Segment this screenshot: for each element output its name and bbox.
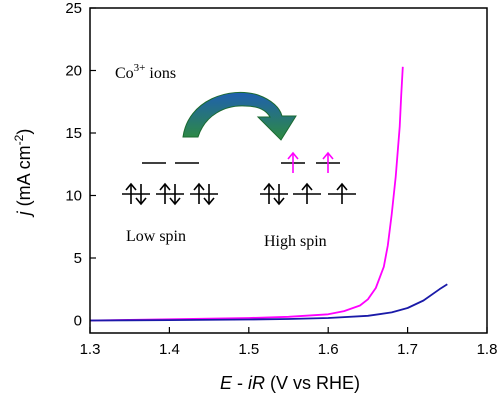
spin-down-arrow-icon xyxy=(203,184,215,206)
y-axis-title-unit: (mA cm xyxy=(14,145,34,211)
spin-state-inset: Co3+ ions Low spin High xyxy=(115,62,356,250)
high-spin-label: High spin xyxy=(264,233,327,250)
y-tick-label: 20 xyxy=(65,63,82,80)
spin-down-arrow-icon xyxy=(273,184,285,206)
spin-up-arrow-icon xyxy=(159,182,171,204)
curved-arrow-icon xyxy=(182,91,297,141)
x-axis-title-dash: - xyxy=(232,373,248,393)
ion-label: Co3+ ions xyxy=(115,62,176,82)
x-tick-label: 1.8 xyxy=(477,341,498,358)
spin-up-arrow-icon xyxy=(125,182,137,204)
spin-up-arrow-icon xyxy=(287,151,299,173)
y-tick-label: 5 xyxy=(74,250,82,267)
y-axis-title: j (mA cm-2) xyxy=(12,129,34,219)
series-line-2 xyxy=(89,283,448,322)
series-layer xyxy=(89,66,448,322)
spin-up-arrow-icon xyxy=(193,182,205,204)
low-spin-diagram xyxy=(122,162,218,206)
ion-charge: 3+ xyxy=(134,62,146,74)
y-axis-title-exponent: -2 xyxy=(12,134,26,145)
x-tick-label: 1.4 xyxy=(159,341,180,358)
spin-up-arrow-icon xyxy=(301,182,313,204)
ion-suffix: ions xyxy=(145,65,176,82)
spin-down-arrow-icon xyxy=(135,184,147,206)
paired-electrons xyxy=(125,182,215,206)
high-spin-diagram xyxy=(260,151,356,206)
x-tick-label: 1.3 xyxy=(80,341,101,358)
plot-frame xyxy=(89,7,488,334)
x-tick-label: 1.5 xyxy=(238,341,259,358)
x-axis-title-symbol2: iR xyxy=(248,373,265,393)
x-tick-label: 1.6 xyxy=(318,341,339,358)
series-line-1 xyxy=(89,66,404,322)
x-axis-title-symbol: E xyxy=(220,373,233,393)
y-axis-title-symbol: j xyxy=(14,210,34,218)
x-axis-title: E - iR (V vs RHE) xyxy=(220,373,360,393)
y-tick-label: 10 xyxy=(65,188,82,205)
y-tick-label: 0 xyxy=(74,313,82,330)
tick-layer: 1.3 1.4 1.5 1.6 1.7 1.8 0 5 10 15 20 25 xyxy=(65,0,497,358)
y-tick-label: 25 xyxy=(65,0,82,17)
spin-up-arrow-icon xyxy=(336,182,348,204)
spin-down-arrow-icon xyxy=(169,184,181,206)
y-tick-label: 15 xyxy=(65,125,82,142)
x-tick-label: 1.7 xyxy=(397,341,418,358)
x-axis-title-unit: (V vs RHE) xyxy=(265,373,360,393)
ion-symbol: Co xyxy=(115,65,134,82)
spin-up-arrow-icon xyxy=(263,182,275,204)
low-spin-label: Low spin xyxy=(126,228,186,245)
spin-up-arrow-icon xyxy=(322,151,334,173)
y-axis-title-close: ) xyxy=(14,129,34,135)
unpaired-electrons xyxy=(263,151,348,206)
